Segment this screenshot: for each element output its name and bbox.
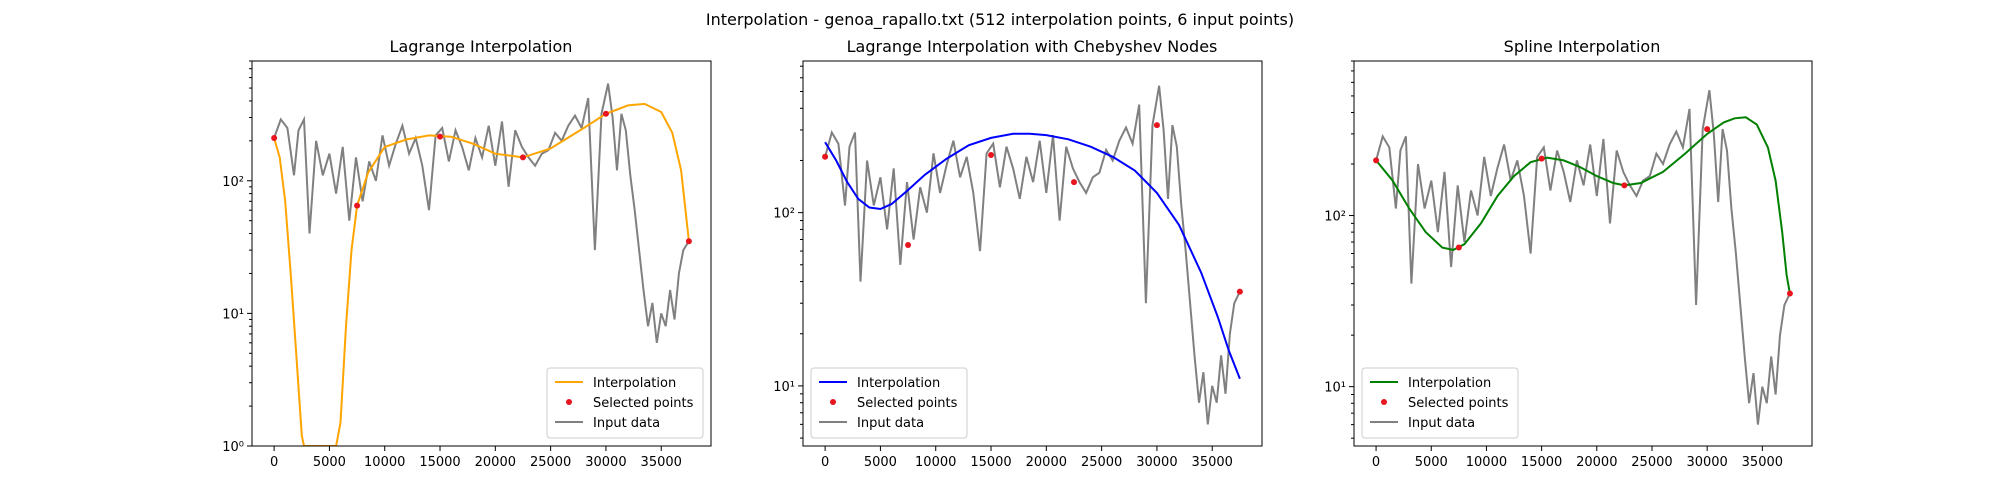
- selected-point: [1704, 126, 1711, 133]
- x-tick-label: 20000: [1026, 455, 1067, 470]
- x-tick-label: 5000: [1415, 455, 1448, 470]
- input-data-line: [1375, 90, 1791, 425]
- input-data-line: [824, 85, 1241, 425]
- x-tick-label: 30000: [585, 455, 626, 470]
- legend-selected-points-swatch: [566, 399, 572, 405]
- selected-point: [685, 238, 692, 245]
- y-tick-label: 10¹: [1324, 381, 1346, 396]
- legend: Interpolation Selected points Input data: [1361, 367, 1519, 439]
- legend-box: [1361, 367, 1519, 439]
- figure-title: Interpolation - genoa_rapallo.txt (512 i…: [706, 10, 1294, 30]
- legend-interpolation-label: Interpolation: [857, 376, 940, 391]
- x-tick-label: 0: [270, 455, 278, 470]
- selected-point: [1786, 290, 1793, 297]
- plot-area: [1373, 90, 1793, 425]
- x-tick-label: 20000: [475, 455, 516, 470]
- selected-point: [437, 133, 444, 140]
- y-tick-label: 10¹: [222, 307, 244, 322]
- axes-frame: [251, 60, 712, 447]
- x-tick-label: 15000: [1521, 455, 1562, 470]
- x-tick-label: 10000: [364, 455, 405, 470]
- legend: Interpolation Selected points Input data: [810, 367, 968, 439]
- plot-area: [271, 83, 692, 446]
- legend-selected-points-label: Selected points: [857, 396, 958, 411]
- y-tick-label: 10¹: [773, 380, 795, 395]
- legend-input-data-label: Input data: [593, 416, 660, 431]
- x-tick-label: 10000: [915, 455, 956, 470]
- interpolation-line: [824, 132, 1241, 380]
- interpolation-line: [273, 102, 690, 446]
- selected-point: [822, 153, 829, 160]
- panel-lagrange: Lagrange Interpolation 0 5000 10000 15000 20…: [222, 37, 712, 470]
- legend-selected-points-swatch: [1381, 399, 1387, 405]
- selected-point: [1236, 288, 1243, 295]
- selected-point: [1070, 179, 1077, 186]
- legend-box: [810, 367, 968, 439]
- x-tick-label: 0: [821, 455, 829, 470]
- selected-point: [271, 135, 278, 142]
- legend-box: [546, 367, 704, 439]
- x-tick-label: 25000: [530, 455, 571, 470]
- selected-point: [1153, 122, 1160, 129]
- panel-chebyshev: Lagrange Interpolation with Chebyshev No…: [773, 37, 1263, 470]
- interpolation-line: [1375, 116, 1791, 294]
- legend-interpolation-label: Interpolation: [1408, 376, 1491, 391]
- y-tick-label: 10²: [222, 175, 244, 190]
- legend-interpolation-label: Interpolation: [593, 376, 676, 391]
- legend-selected-points-swatch: [830, 399, 836, 405]
- y-tick-label: 10²: [773, 207, 795, 222]
- panel-title: Spline Interpolation: [1504, 37, 1661, 56]
- x-tick-label: 35000: [1192, 455, 1233, 470]
- x-tick-label: 10000: [1466, 455, 1507, 470]
- selected-point: [1621, 182, 1628, 189]
- x-tick-label: 20000: [1576, 455, 1617, 470]
- input-data-line: [273, 83, 690, 343]
- selected-point: [519, 154, 526, 161]
- x-tick-label: 30000: [1686, 455, 1727, 470]
- legend-selected-points-label: Selected points: [1408, 396, 1509, 411]
- x-tick-label: 5000: [313, 455, 346, 470]
- x-tick-label: 25000: [1081, 455, 1122, 470]
- selected-point: [602, 110, 609, 117]
- y-tick-label: 10²: [1324, 210, 1346, 225]
- x-tick-label: 25000: [1631, 455, 1672, 470]
- y-tick-label: 10⁰: [222, 440, 244, 455]
- x-tick-label: 35000: [641, 455, 682, 470]
- legend-selected-points-label: Selected points: [593, 396, 694, 411]
- legend: Interpolation Selected points Input data: [546, 367, 704, 439]
- selected-point: [988, 152, 995, 159]
- legend-input-data-label: Input data: [1408, 416, 1475, 431]
- panel-title: Lagrange Interpolation with Chebyshev No…: [847, 37, 1218, 56]
- selected-point: [1538, 155, 1545, 162]
- selected-point: [1373, 157, 1380, 164]
- plot-area: [822, 85, 1243, 425]
- x-tick-label: 30000: [1136, 455, 1177, 470]
- legend-input-data-label: Input data: [857, 416, 924, 431]
- selected-point: [905, 242, 912, 249]
- x-tick-label: 15000: [419, 455, 460, 470]
- x-tick-label: 15000: [970, 455, 1011, 470]
- panel-spline: Spline Interpolation 0 5000 10000 15000 2000…: [1324, 37, 1813, 470]
- panel-title: Lagrange Interpolation: [390, 37, 573, 56]
- axes-frame: [802, 60, 1263, 447]
- x-tick-label: 5000: [864, 455, 897, 470]
- x-tick-label: 0: [1372, 455, 1380, 470]
- x-tick-label: 35000: [1742, 455, 1783, 470]
- selected-point: [354, 202, 361, 209]
- selected-point: [1455, 244, 1462, 251]
